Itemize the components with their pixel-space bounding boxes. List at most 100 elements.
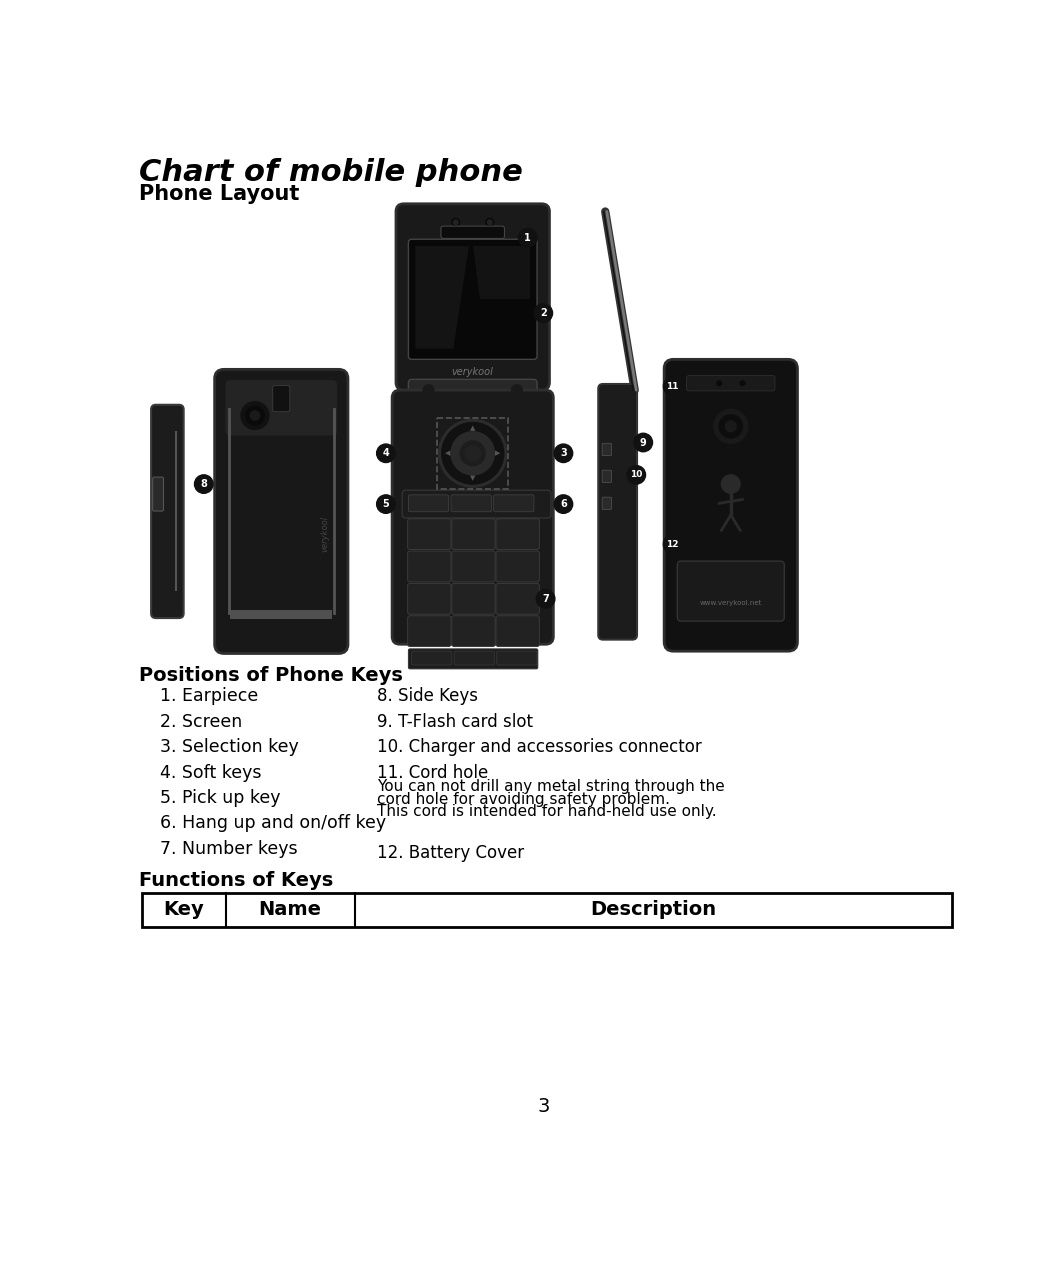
- Circle shape: [246, 406, 264, 425]
- FancyBboxPatch shape: [496, 551, 540, 582]
- Circle shape: [512, 385, 523, 395]
- FancyBboxPatch shape: [677, 562, 784, 621]
- Text: Key: Key: [163, 900, 204, 920]
- FancyBboxPatch shape: [687, 376, 775, 391]
- Circle shape: [634, 433, 653, 452]
- Text: 3. Selection key: 3. Selection key: [160, 738, 298, 756]
- FancyBboxPatch shape: [408, 551, 450, 582]
- Circle shape: [536, 589, 554, 608]
- Circle shape: [376, 495, 395, 514]
- FancyBboxPatch shape: [408, 380, 537, 401]
- FancyBboxPatch shape: [598, 384, 637, 640]
- Circle shape: [664, 535, 682, 553]
- Circle shape: [713, 409, 748, 443]
- Circle shape: [488, 220, 492, 225]
- Text: 4: 4: [383, 448, 389, 458]
- FancyBboxPatch shape: [665, 360, 797, 651]
- Circle shape: [554, 495, 572, 514]
- Text: 12: 12: [667, 540, 678, 549]
- Bar: [230, 610, 333, 618]
- Text: verykool: verykool: [452, 367, 494, 376]
- Circle shape: [626, 466, 646, 485]
- Text: Description: Description: [590, 900, 717, 920]
- FancyBboxPatch shape: [408, 616, 450, 646]
- Circle shape: [460, 440, 485, 466]
- FancyBboxPatch shape: [408, 649, 537, 669]
- Text: ▶: ▶: [495, 451, 500, 457]
- Circle shape: [452, 218, 460, 226]
- Text: www.verykool.net: www.verykool.net: [700, 601, 762, 607]
- FancyBboxPatch shape: [411, 651, 452, 665]
- FancyBboxPatch shape: [408, 519, 450, 549]
- Text: cord hole for avoiding safety problem.: cord hole for avoiding safety problem.: [376, 793, 670, 808]
- FancyBboxPatch shape: [402, 490, 551, 517]
- FancyBboxPatch shape: [602, 497, 612, 510]
- Bar: [142, 893, 953, 926]
- Text: This cord is intended for hand-held use only.: This cord is intended for hand-held use …: [376, 804, 717, 819]
- Text: verykool: verykool: [320, 516, 330, 553]
- FancyBboxPatch shape: [441, 226, 505, 239]
- Circle shape: [450, 432, 494, 475]
- Circle shape: [664, 377, 682, 395]
- FancyBboxPatch shape: [396, 203, 549, 390]
- Circle shape: [423, 385, 434, 395]
- FancyBboxPatch shape: [496, 616, 540, 646]
- Circle shape: [725, 422, 737, 432]
- Text: ◀: ◀: [445, 451, 450, 457]
- Text: Name: Name: [259, 900, 322, 920]
- FancyBboxPatch shape: [452, 583, 495, 615]
- Text: ▲: ▲: [470, 425, 476, 432]
- Text: Functions of Keys: Functions of Keys: [139, 871, 333, 891]
- Circle shape: [518, 228, 537, 247]
- FancyBboxPatch shape: [602, 443, 612, 456]
- Circle shape: [740, 381, 745, 385]
- FancyBboxPatch shape: [408, 240, 537, 360]
- Text: 8. Side Keys: 8. Side Keys: [376, 688, 478, 705]
- Circle shape: [534, 304, 552, 322]
- Text: 5. Pick up key: 5. Pick up key: [160, 789, 280, 806]
- FancyBboxPatch shape: [153, 477, 163, 511]
- Circle shape: [376, 444, 395, 462]
- Text: 12. Battery Cover: 12. Battery Cover: [376, 844, 524, 862]
- Polygon shape: [473, 246, 530, 299]
- Text: Phone Layout: Phone Layout: [139, 184, 299, 203]
- Text: 11: 11: [667, 382, 678, 391]
- Text: 9: 9: [640, 438, 647, 448]
- Text: 6. Hang up and on/off key: 6. Hang up and on/off key: [160, 814, 386, 833]
- Text: 9. T-Flash card slot: 9. T-Flash card slot: [376, 713, 532, 731]
- Circle shape: [241, 401, 269, 429]
- Circle shape: [442, 423, 504, 485]
- FancyBboxPatch shape: [392, 390, 553, 644]
- FancyBboxPatch shape: [408, 495, 448, 512]
- Bar: [437, 418, 509, 488]
- FancyBboxPatch shape: [214, 370, 348, 654]
- FancyBboxPatch shape: [497, 651, 537, 665]
- Text: 7. Number keys: 7. Number keys: [160, 839, 297, 858]
- Text: ▼: ▼: [470, 475, 476, 481]
- Circle shape: [250, 411, 260, 420]
- Text: 1: 1: [525, 232, 531, 242]
- Circle shape: [554, 444, 572, 462]
- Text: You can not drill any metal string through the: You can not drill any metal string throu…: [376, 779, 724, 794]
- Text: 4. Soft keys: 4. Soft keys: [160, 764, 261, 781]
- FancyBboxPatch shape: [272, 385, 289, 411]
- Text: 10: 10: [630, 471, 642, 480]
- Circle shape: [465, 445, 480, 461]
- Text: 8: 8: [200, 480, 208, 490]
- Text: Positions of Phone Keys: Positions of Phone Keys: [139, 666, 403, 685]
- Circle shape: [717, 381, 722, 385]
- FancyBboxPatch shape: [450, 495, 492, 512]
- Text: 3: 3: [537, 1097, 549, 1116]
- Text: 5: 5: [383, 498, 389, 509]
- Circle shape: [454, 220, 458, 225]
- FancyBboxPatch shape: [226, 380, 337, 435]
- Text: 6: 6: [560, 498, 567, 509]
- FancyBboxPatch shape: [452, 616, 495, 646]
- Text: 11. Cord hole: 11. Cord hole: [376, 764, 488, 781]
- Polygon shape: [416, 246, 469, 348]
- Text: Chart of mobile phone: Chart of mobile phone: [139, 158, 523, 187]
- Text: 1. Earpiece: 1. Earpiece: [160, 688, 258, 705]
- Circle shape: [722, 475, 740, 493]
- FancyBboxPatch shape: [496, 519, 540, 549]
- FancyBboxPatch shape: [602, 471, 612, 482]
